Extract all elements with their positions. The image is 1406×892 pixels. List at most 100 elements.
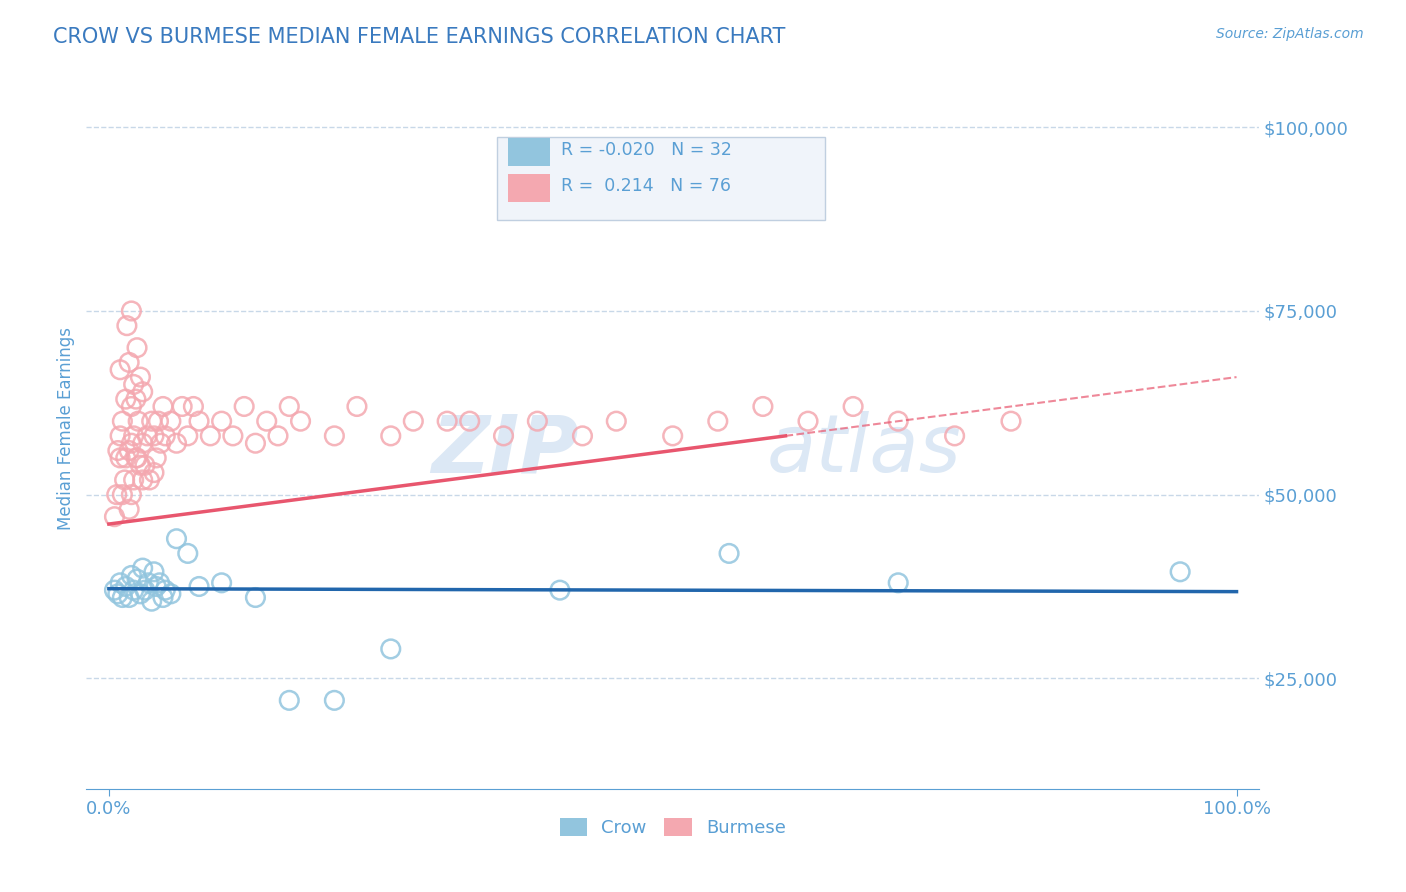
Bar: [509, 138, 550, 166]
Point: [131, 436, 153, 450]
Point: [148, 414, 170, 428]
Point: [887, 575, 910, 590]
Point: [120, 436, 142, 450]
Point: [183, 400, 205, 414]
Point: [134, 583, 156, 598]
Point: [107, 443, 129, 458]
FancyBboxPatch shape: [496, 136, 825, 219]
Point: [120, 304, 142, 318]
Point: [233, 400, 256, 414]
Point: [222, 429, 245, 443]
Point: [752, 400, 775, 414]
Point: [1000, 414, 1022, 428]
Point: [436, 414, 458, 428]
Point: [134, 458, 156, 473]
Point: [402, 414, 425, 428]
Point: [108, 363, 131, 377]
Point: [114, 392, 136, 406]
Point: [142, 466, 165, 480]
Point: [103, 509, 125, 524]
Point: [707, 414, 730, 428]
Point: [103, 583, 125, 598]
Point: [177, 546, 200, 560]
Point: [887, 414, 910, 428]
Point: [129, 587, 152, 601]
Point: [125, 392, 148, 406]
Point: [142, 429, 165, 443]
Point: [152, 400, 174, 414]
Point: [145, 579, 167, 593]
Point: [526, 414, 548, 428]
Point: [211, 575, 233, 590]
Point: [548, 583, 571, 598]
Point: [115, 318, 138, 333]
Point: [111, 591, 134, 605]
Point: [107, 587, 129, 601]
Point: [245, 436, 267, 450]
Point: [108, 450, 131, 465]
Point: [149, 436, 172, 450]
Point: [118, 591, 141, 605]
Point: [125, 450, 148, 465]
Text: R = -0.020   N = 32: R = -0.020 N = 32: [561, 141, 733, 159]
Point: [492, 429, 515, 443]
Point: [125, 341, 148, 355]
Point: [125, 450, 148, 465]
Point: [145, 450, 167, 465]
Point: [138, 473, 160, 487]
Point: [278, 400, 301, 414]
Point: [131, 561, 153, 575]
Bar: [509, 174, 550, 202]
Point: [114, 473, 136, 487]
Y-axis label: Median Female Earnings: Median Female Earnings: [58, 327, 75, 530]
Point: [256, 414, 278, 428]
Point: [188, 414, 211, 428]
Point: [155, 583, 177, 598]
Point: [458, 414, 481, 428]
Point: [136, 429, 159, 443]
Point: [111, 488, 134, 502]
Point: [323, 429, 346, 443]
Point: [141, 594, 163, 608]
Point: [166, 532, 188, 546]
Point: [842, 400, 865, 414]
Point: [245, 591, 267, 605]
Point: [118, 502, 141, 516]
Text: R =  0.214   N = 76: R = 0.214 N = 76: [561, 177, 731, 194]
Point: [149, 575, 172, 590]
Point: [127, 414, 149, 428]
Text: Source: ZipAtlas.com: Source: ZipAtlas.com: [1216, 27, 1364, 41]
Point: [114, 579, 136, 593]
Point: [211, 414, 233, 428]
Point: [188, 579, 211, 593]
Point: [797, 414, 820, 428]
Text: atlas: atlas: [766, 411, 962, 489]
Point: [142, 565, 165, 579]
Point: [108, 429, 131, 443]
Point: [155, 429, 177, 443]
Point: [346, 400, 368, 414]
Point: [120, 568, 142, 582]
Point: [129, 370, 152, 384]
Point: [1168, 565, 1191, 579]
Legend: Crow, Burmese: Crow, Burmese: [553, 811, 793, 845]
Point: [177, 429, 200, 443]
Point: [200, 429, 222, 443]
Point: [943, 429, 966, 443]
Point: [131, 473, 153, 487]
Point: [122, 583, 145, 598]
Point: [380, 429, 402, 443]
Point: [172, 400, 194, 414]
Point: [120, 488, 142, 502]
Point: [118, 443, 141, 458]
Point: [278, 693, 301, 707]
Point: [380, 642, 402, 657]
Point: [122, 473, 145, 487]
Point: [114, 450, 136, 465]
Point: [136, 575, 159, 590]
Point: [108, 575, 131, 590]
Text: ZIP: ZIP: [432, 411, 579, 489]
Point: [571, 429, 593, 443]
Point: [718, 546, 741, 560]
Point: [152, 591, 174, 605]
